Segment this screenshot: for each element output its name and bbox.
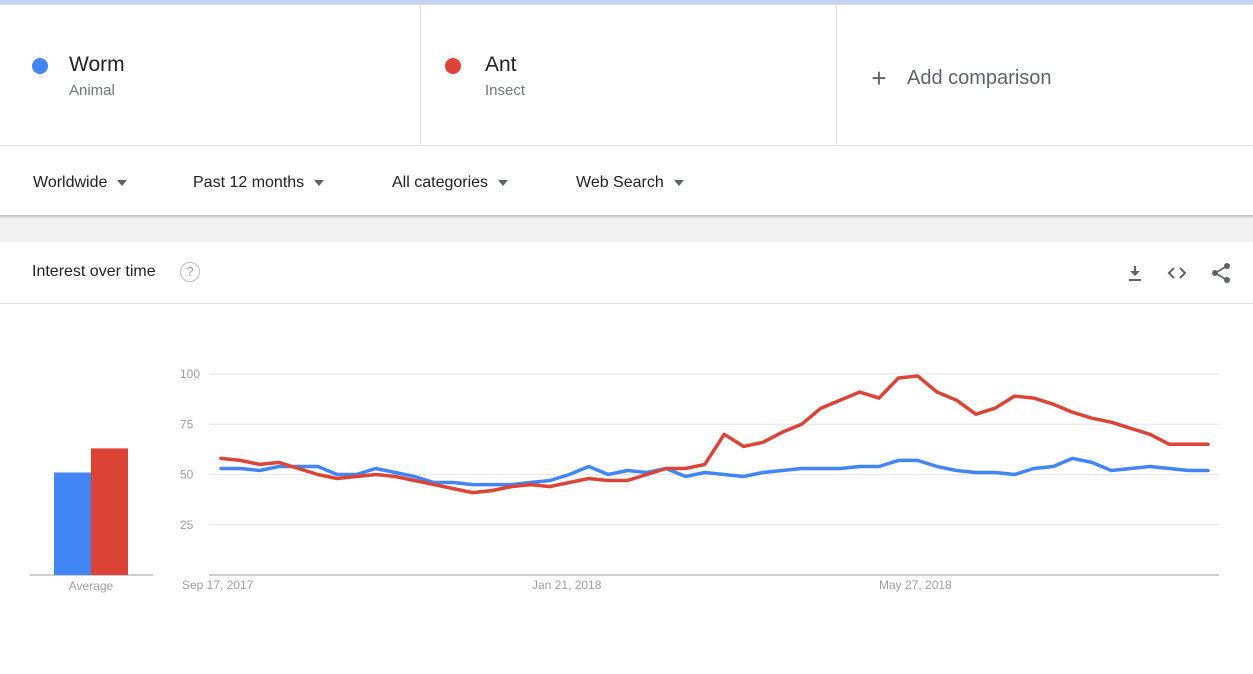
interest-over-time-chart: 25 50 75 100 Sep 17, 2017 Jan 21, 2018 May 27,… bbox=[0, 304, 1253, 669]
x-tick-label: Sep 17, 2017 bbox=[182, 578, 254, 592]
term-name: Worm bbox=[69, 53, 125, 76]
filter-label: Past 12 months bbox=[193, 174, 305, 191]
term-name: Ant bbox=[485, 53, 517, 76]
filter-label: All categories bbox=[392, 174, 489, 191]
filter-region-dropdown[interactable]: Worldwide bbox=[33, 172, 128, 194]
term-category: Animal bbox=[69, 82, 115, 99]
y-tick-label: 75 bbox=[180, 417, 194, 431]
download-icon[interactable] bbox=[1123, 261, 1147, 285]
dropdown-caret-icon bbox=[673, 180, 684, 186]
comparison-term-ant[interactable]: Ant Insect bbox=[421, 5, 836, 145]
average-label: Average bbox=[69, 579, 114, 593]
term-divider bbox=[836, 5, 837, 145]
line-chart: 25 50 75 100 Sep 17, 2017 Jan 21, 2018 May 27,… bbox=[30, 367, 1219, 593]
term-category: Insect bbox=[485, 82, 526, 99]
x-tick-label: Jan 21, 2018 bbox=[532, 578, 602, 592]
dropdown-caret-icon bbox=[117, 180, 128, 186]
add-comparison-label: Add comparison bbox=[907, 66, 1052, 89]
top-divider bbox=[0, 4, 1253, 5]
filter-time-range-dropdown[interactable]: Past 12 months bbox=[193, 172, 325, 194]
series-line-ant bbox=[219, 374, 1210, 495]
comparison-term-worm[interactable]: Worm Animal bbox=[0, 5, 420, 145]
comparison-bar: Worm Animal Ant Insect + Add comparison bbox=[0, 5, 1253, 146]
term-divider bbox=[420, 5, 421, 145]
y-tick-label: 25 bbox=[180, 518, 194, 532]
series-line-worm bbox=[219, 456, 1210, 487]
filter-bar-shadow bbox=[0, 215, 1253, 218]
filter-bar: Worldwide Past 12 months All categories … bbox=[0, 146, 1253, 216]
plus-icon: + bbox=[871, 63, 887, 93]
top-accent-bar bbox=[0, 0, 1253, 4]
dropdown-caret-icon bbox=[314, 180, 325, 186]
y-tick-label: 100 bbox=[180, 367, 200, 381]
series-color-dot bbox=[445, 58, 461, 74]
filter-search-type-dropdown[interactable]: Web Search bbox=[576, 172, 684, 194]
help-icon[interactable]: ? bbox=[180, 262, 200, 282]
filter-category-dropdown[interactable]: All categories bbox=[392, 172, 509, 194]
average-bar-ant bbox=[91, 448, 128, 575]
filter-label: Web Search bbox=[576, 174, 664, 191]
series-color-dot bbox=[32, 58, 48, 74]
section-gap bbox=[0, 218, 1253, 242]
y-tick-label: 50 bbox=[180, 468, 194, 482]
interest-over-time-header: Interest over time ? bbox=[0, 243, 1253, 304]
card-title: Interest over time bbox=[32, 263, 156, 280]
filter-label: Worldwide bbox=[33, 174, 108, 191]
average-bar-worm bbox=[54, 472, 91, 575]
share-icon[interactable] bbox=[1209, 261, 1233, 285]
x-tick-label: May 27, 2018 bbox=[879, 578, 952, 592]
embed-code-icon[interactable] bbox=[1165, 261, 1189, 285]
add-comparison-button[interactable]: + Add comparison bbox=[866, 63, 1052, 93]
dropdown-caret-icon bbox=[498, 180, 509, 186]
